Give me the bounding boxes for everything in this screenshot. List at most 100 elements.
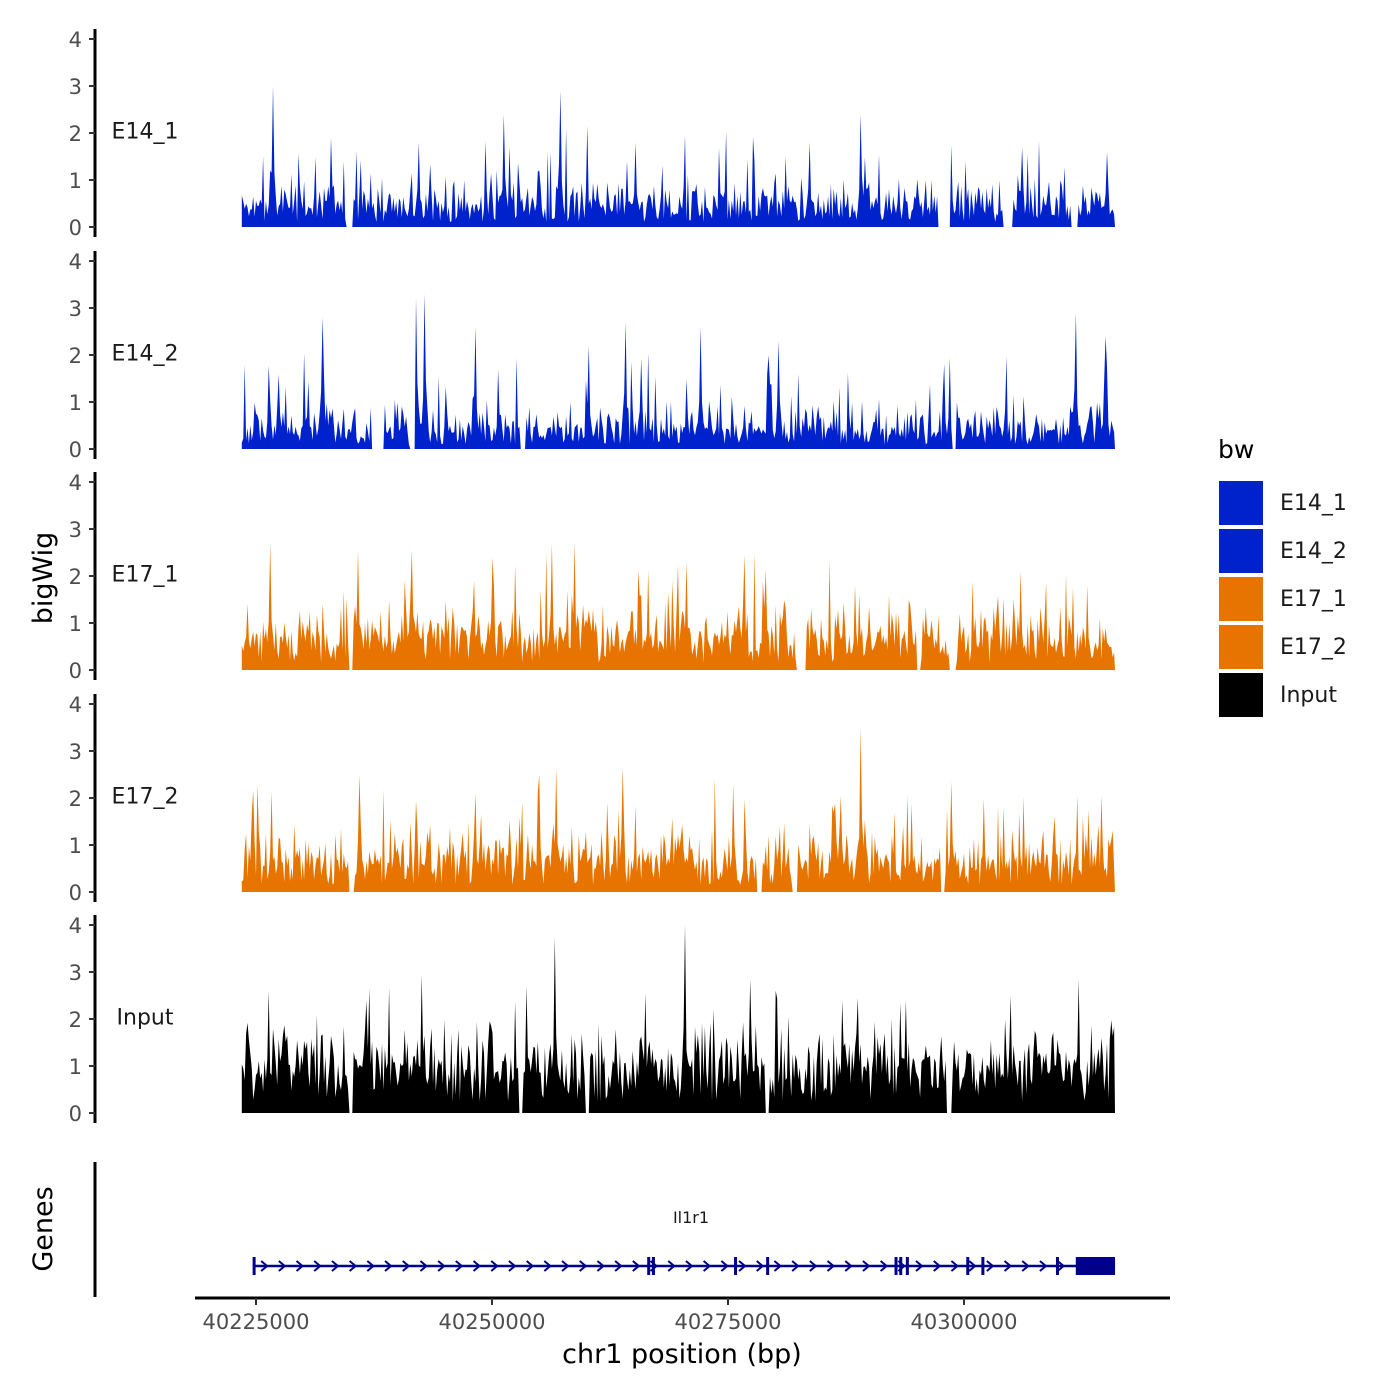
y-tick-label: 2 <box>69 565 82 589</box>
y-tick-label: 2 <box>69 344 82 368</box>
gene-track: Il1r1 <box>93 1162 1116 1297</box>
strand-arrow <box>543 1260 552 1272</box>
exon <box>647 1257 651 1275</box>
y-tick-label: 4 <box>69 914 82 938</box>
strand-arrow <box>702 1260 712 1272</box>
y-tick-label: 4 <box>69 28 82 52</box>
exon <box>766 1257 770 1275</box>
track-label: E17_2 <box>112 785 179 810</box>
legend-title: bw <box>1218 435 1254 464</box>
strand-arrow <box>933 1260 942 1272</box>
strand-arrow <box>915 1260 924 1272</box>
strand-arrow <box>366 1260 375 1272</box>
panel-e14-1: 0 1 2 3 4 E14_1 <box>69 28 1116 240</box>
strand-arrow <box>508 1260 517 1272</box>
strand-arrow <box>773 1260 782 1272</box>
exon <box>252 1257 256 1275</box>
exon <box>651 1257 655 1275</box>
signal-area <box>241 543 1116 670</box>
strand-arrow <box>331 1260 340 1272</box>
strand-arrow <box>667 1260 676 1272</box>
x-tick-label: 40250000 <box>439 1310 546 1334</box>
exon <box>899 1257 903 1275</box>
exon <box>1055 1257 1059 1275</box>
legend-key-e14-1 <box>1217 479 1265 527</box>
legend-key-input <box>1217 671 1265 719</box>
track-label: E17_1 <box>112 563 179 588</box>
exon <box>894 1257 898 1275</box>
strand-arrow <box>1021 1260 1030 1272</box>
legend-label: E14_1 <box>1280 491 1347 516</box>
strand-arrow <box>1056 1260 1066 1272</box>
strand-arrow <box>348 1260 358 1272</box>
strand-arrow <box>260 1260 269 1272</box>
strand-arrow <box>844 1260 853 1272</box>
strand-arrow <box>738 1260 747 1272</box>
strand-arrow <box>791 1260 800 1272</box>
strand-arrow <box>1039 1260 1048 1272</box>
exon <box>905 1257 909 1275</box>
y-tick-label: 3 <box>69 297 82 321</box>
exon <box>966 1257 970 1275</box>
y-tick-label: 3 <box>69 518 82 542</box>
legend-label: E17_2 <box>1280 635 1347 660</box>
y-tick-label: 2 <box>69 122 82 146</box>
strand-arrow <box>879 1260 889 1272</box>
y-tick-label: 3 <box>69 740 82 764</box>
y-tick-label: 4 <box>69 250 82 274</box>
panel-e17-1: 0 1 2 3 4 E17_1 <box>69 471 1116 683</box>
exon <box>981 1257 985 1275</box>
legend-key-e17-2 <box>1217 623 1265 671</box>
strand-arrow <box>525 1260 535 1272</box>
strand-arrow <box>968 1260 977 1272</box>
x-tick-label: 40300000 <box>911 1310 1018 1334</box>
legend-label: E14_2 <box>1280 539 1347 564</box>
bigwig-tracks: 0 1 2 3 4 E14_1 0 1 2 3 4 E14_2 0 1 2 3 4 E17_1 0 1 2 3 4 E17_2… <box>69 28 1116 1126</box>
panel-e17-2: 0 1 2 3 4 E17_2 <box>69 693 1116 905</box>
track-label: E14_1 <box>112 120 179 145</box>
y-tick-label: 1 <box>69 612 82 636</box>
signal-area <box>241 86 1116 227</box>
x-tick-label: 40275000 <box>675 1310 782 1334</box>
strand-arrow <box>950 1260 959 1272</box>
y-tick-label: 1 <box>69 834 82 858</box>
strand-arrow <box>986 1260 995 1272</box>
strand-arrow <box>596 1260 605 1272</box>
strand-arrow <box>1003 1260 1013 1272</box>
strand-arrow <box>490 1260 499 1272</box>
y-tick-label: 1 <box>69 169 82 193</box>
y-tick-label: 4 <box>69 471 82 495</box>
signal-area <box>241 925 1116 1113</box>
strand-arrow <box>826 1260 836 1272</box>
exon <box>734 1257 738 1275</box>
strand-arrow <box>685 1260 694 1272</box>
x-tick-label: 40225000 <box>203 1310 310 1334</box>
strand-arrow <box>419 1260 428 1272</box>
strand-arrow <box>402 1260 411 1272</box>
gene-track-title: Genes <box>28 1186 59 1271</box>
signal-area <box>241 727 1116 892</box>
gene-name-label: Il1r1 <box>673 1208 709 1227</box>
legend-label: E17_1 <box>1280 587 1347 612</box>
strand-arrow <box>809 1260 818 1272</box>
strand-arrow <box>313 1260 322 1272</box>
legend-label: Input <box>1280 683 1337 708</box>
track-label: Input <box>117 1006 174 1031</box>
exon <box>1075 1257 1079 1275</box>
y-tick-label: 1 <box>69 391 82 415</box>
legend-key-e14-2 <box>1217 527 1265 575</box>
x-axis: 40225000 40250000 40275000 40300000 <box>195 1296 1170 1334</box>
y-tick-label: 2 <box>69 1008 82 1032</box>
x-axis-title: chr1 position (bp) <box>562 1339 802 1370</box>
strand-arrow <box>384 1260 393 1272</box>
signal-area <box>241 293 1116 449</box>
y-tick-label: 0 <box>69 216 82 240</box>
y-tick-label: 2 <box>69 787 82 811</box>
y-tick-label: 3 <box>69 75 82 99</box>
strand-arrow <box>579 1260 588 1272</box>
y-tick-label: 4 <box>69 693 82 717</box>
strand-arrow <box>472 1260 482 1272</box>
strand-arrow <box>720 1260 729 1272</box>
y-tick-label: 0 <box>69 659 82 683</box>
